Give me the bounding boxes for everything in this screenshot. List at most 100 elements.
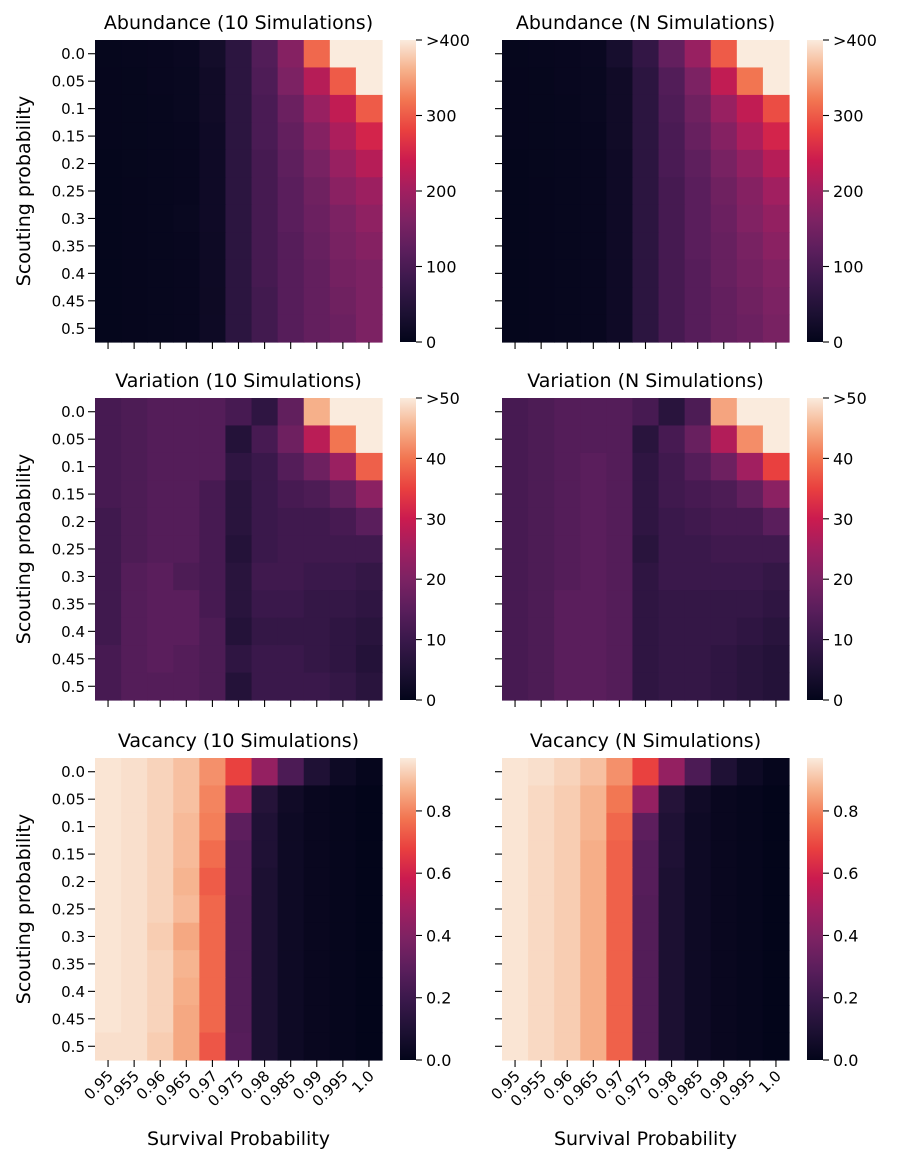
colorbar-tick-label: 0.6 bbox=[833, 864, 858, 883]
heatmap-cell bbox=[606, 867, 634, 896]
heatmap-cell bbox=[710, 617, 738, 646]
heatmap-cell bbox=[95, 840, 122, 869]
heatmap-cell bbox=[251, 398, 279, 427]
colorbar-tick-label: 10 bbox=[833, 631, 853, 650]
heatmap-cell bbox=[329, 232, 357, 261]
heatmap-cell bbox=[147, 895, 174, 924]
heatmap-cell bbox=[710, 1032, 738, 1061]
heatmap-cell bbox=[632, 452, 660, 481]
heatmap-cell bbox=[277, 398, 305, 427]
heatmap-cell bbox=[277, 950, 305, 979]
heatmap-cell bbox=[225, 1032, 253, 1061]
heatmap-cell bbox=[121, 314, 148, 343]
heatmap-cell bbox=[606, 535, 634, 564]
colorbar-tick-label: 0.4 bbox=[833, 926, 858, 945]
panel-title: Vacancy (10 Simulations) bbox=[118, 730, 359, 752]
heatmap-cell bbox=[303, 94, 331, 123]
heatmap-cell bbox=[762, 94, 790, 123]
heatmap-cell bbox=[762, 314, 790, 343]
heatmap-cell bbox=[199, 507, 227, 536]
heatmap-cell bbox=[502, 259, 529, 288]
heatmap-cell bbox=[632, 94, 660, 123]
heatmap-cell bbox=[554, 895, 581, 924]
heatmap-cell bbox=[277, 232, 305, 261]
heatmap-cell bbox=[528, 922, 555, 951]
heatmap-cell bbox=[528, 204, 555, 233]
heatmap-cell bbox=[355, 672, 383, 701]
heatmap-cell bbox=[303, 617, 331, 646]
heatmap-cell bbox=[710, 452, 738, 481]
heatmap-cell bbox=[606, 977, 634, 1006]
y-tick-label: 0.2 bbox=[61, 513, 85, 531]
heatmap-cell bbox=[329, 398, 357, 427]
heatmap-cell bbox=[147, 398, 174, 427]
heatmap-cell bbox=[554, 977, 581, 1006]
heatmap-cell bbox=[329, 177, 357, 206]
heatmap-cell bbox=[225, 645, 253, 674]
heatmap-cell bbox=[528, 287, 555, 316]
heatmap-cell bbox=[251, 672, 279, 701]
colorbar-tick-label: 30 bbox=[426, 510, 446, 529]
heatmap-cell bbox=[199, 535, 227, 564]
heatmap-cell bbox=[658, 232, 686, 261]
heatmap-cell bbox=[147, 507, 174, 536]
heatmap-cell bbox=[95, 452, 122, 481]
heatmap-cell bbox=[502, 122, 529, 151]
heatmap-cell bbox=[173, 758, 200, 787]
heatmap-cell bbox=[329, 425, 357, 454]
y-tick-label: 0.0 bbox=[61, 403, 85, 421]
heatmap-cell bbox=[225, 314, 253, 343]
heatmap-cell bbox=[502, 895, 529, 924]
heatmap-cell bbox=[147, 977, 174, 1006]
heatmap-cell bbox=[710, 314, 738, 343]
heatmap-cell bbox=[502, 149, 529, 178]
heatmap-cell bbox=[554, 204, 581, 233]
heatmap-cell bbox=[528, 398, 555, 427]
heatmap-cell bbox=[95, 758, 122, 787]
heatmap-cell bbox=[329, 562, 357, 591]
heatmap-cell bbox=[277, 507, 305, 536]
heatmap-cell bbox=[710, 950, 738, 979]
heatmap-cell bbox=[355, 232, 383, 261]
heatmap-cell bbox=[329, 452, 357, 481]
heatmap-cell bbox=[710, 645, 738, 674]
heatmap-cell bbox=[606, 812, 634, 841]
heatmap-cell bbox=[736, 617, 764, 646]
heatmap-cell bbox=[277, 617, 305, 646]
heatmap-cell bbox=[225, 507, 253, 536]
heatmap-cell bbox=[580, 867, 607, 896]
heatmap-cell bbox=[528, 314, 555, 343]
heatmap-cell bbox=[251, 867, 279, 896]
heatmap-cell bbox=[606, 67, 634, 96]
colorbar bbox=[807, 758, 823, 1060]
heatmap-cell bbox=[762, 535, 790, 564]
heatmap-cell bbox=[762, 1005, 790, 1034]
heatmap-cell bbox=[606, 122, 634, 151]
heatmap-cell bbox=[502, 480, 529, 509]
heatmap-cell bbox=[121, 758, 148, 787]
colorbar bbox=[807, 40, 823, 342]
heatmap-cell bbox=[199, 812, 227, 841]
heatmap-cell bbox=[225, 122, 253, 151]
heatmap-cell bbox=[762, 259, 790, 288]
y-tick-label: 0.45 bbox=[52, 1010, 85, 1028]
heatmap-cell bbox=[173, 67, 200, 96]
heatmap-cell bbox=[147, 1032, 174, 1061]
heatmap-cell bbox=[95, 314, 122, 343]
heatmap-cell bbox=[95, 287, 122, 316]
heatmap-cell bbox=[528, 1032, 555, 1061]
heatmap-cell bbox=[684, 812, 712, 841]
heatmap-cell bbox=[173, 812, 200, 841]
heatmap-cell bbox=[303, 40, 331, 69]
heatmap-cell bbox=[684, 1005, 712, 1034]
heatmap-cell bbox=[736, 535, 764, 564]
heatmap-cell bbox=[502, 507, 529, 536]
colorbar-tick-label: 0 bbox=[426, 691, 436, 710]
colorbar-tick-label: 0.6 bbox=[426, 864, 451, 883]
heatmap-cell bbox=[528, 425, 555, 454]
heatmap-cell bbox=[554, 535, 581, 564]
heatmap-cell bbox=[736, 867, 764, 896]
heatmap-cell bbox=[502, 785, 529, 814]
heatmap-cell bbox=[329, 590, 357, 619]
heatmap-cell bbox=[710, 812, 738, 841]
